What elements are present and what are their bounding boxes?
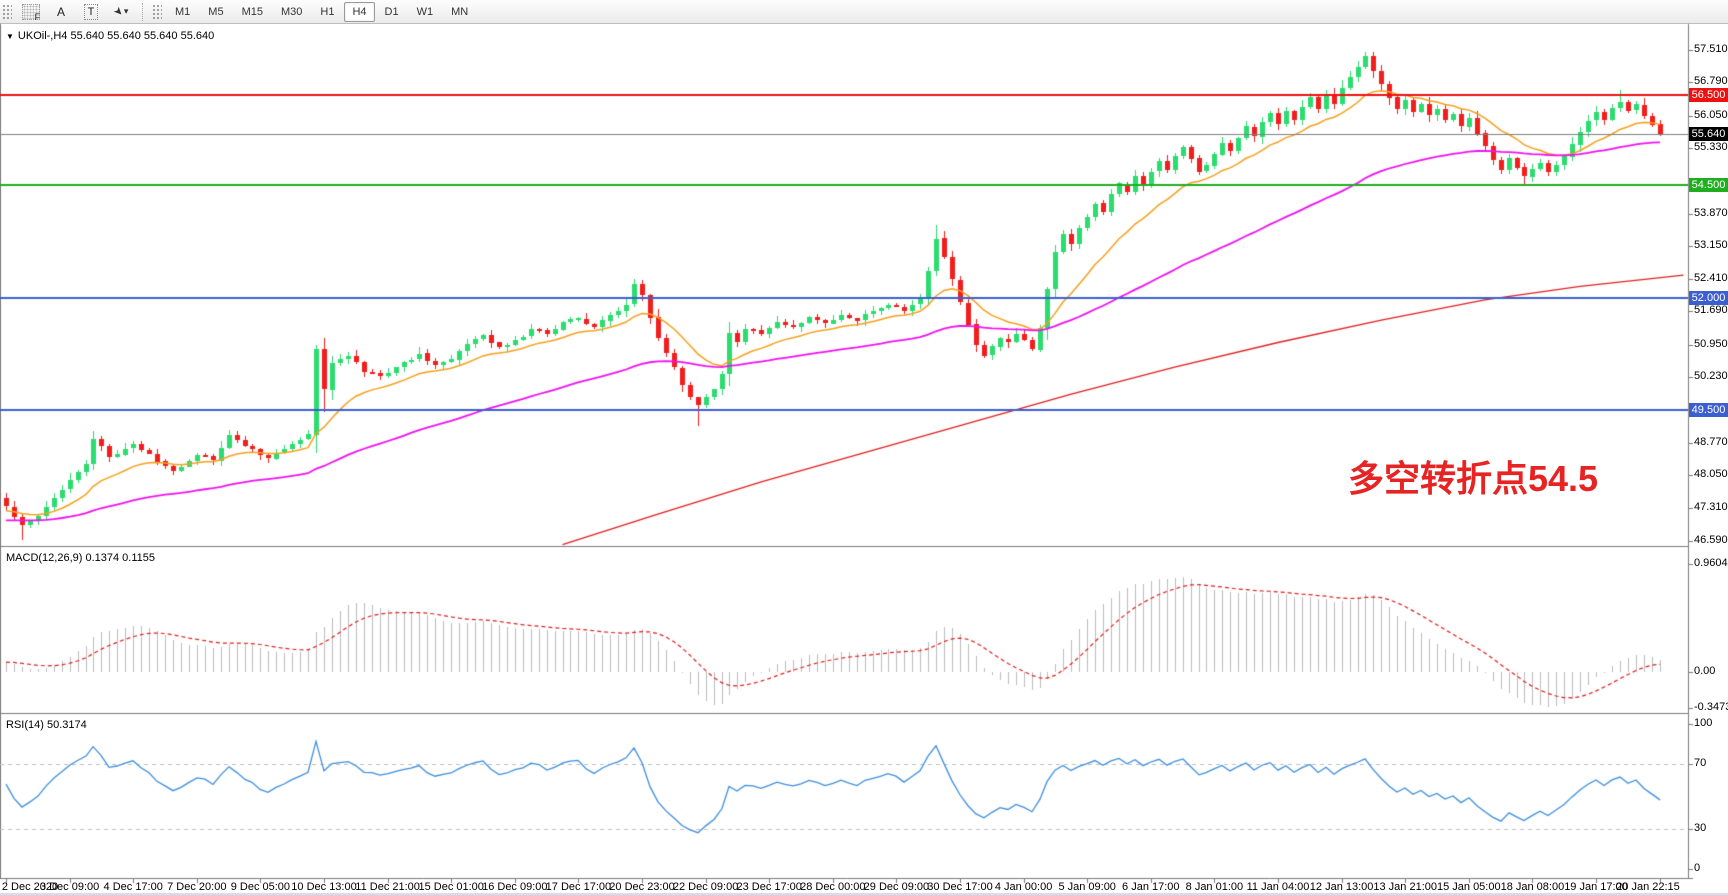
price-axis-label: 50.230	[1694, 370, 1728, 383]
rsi-axis-label: 70	[1694, 756, 1707, 769]
price-axis-label: 57.510	[1694, 43, 1728, 55]
window-edge	[0, 893, 1728, 895]
time-axis-label: 5 Jan 09:00	[1058, 881, 1116, 893]
macd-axis-label: 0.00	[1694, 665, 1716, 677]
price-axis-label: 52.410	[1694, 272, 1728, 285]
price-axis-label: 53.870	[1694, 206, 1728, 219]
time-axis-label: 7 Dec 20:00	[167, 881, 227, 893]
rsi-axis-label: 100	[1694, 717, 1713, 729]
symbol-title[interactable]: ▼ UKOil-,H4 55.640 55.640 55.640 55.640	[6, 30, 214, 42]
time-axis-label: 8 Jan 01:00	[1185, 881, 1244, 893]
time-axis-label: 4 Jan 00:00	[994, 881, 1053, 893]
time-axis-label: 3 Dec 09:00	[39, 881, 100, 893]
time-axis-label: 23 Dec 17:00	[736, 881, 802, 893]
price-axis-label: 48.050	[1694, 468, 1728, 481]
chart-text-annotation[interactable]: 多空转折点54.5	[1348, 458, 1599, 499]
time-axis-label: 12 Jan 13:00	[1309, 881, 1374, 893]
time-axis-label: 20 Dec 23:00	[609, 881, 675, 893]
time-axis-label: 28 Dec 00:00	[800, 881, 866, 893]
time-axis-label: 30 Dec 17:00	[927, 881, 993, 893]
time-axis-label: 15 Dec 01:00	[418, 881, 484, 893]
macd-axis-label: 0.9604	[1694, 557, 1728, 570]
time-axis-label: 19 Jan 17:00	[1564, 881, 1628, 893]
time-axis-label: 15 Jan 05:00	[1436, 881, 1501, 893]
rsi-axis-label: 30	[1694, 822, 1707, 835]
symbol-title-text: UKOil-,H4 55.640 55.640 55.640 55.640	[17, 30, 215, 42]
macd-indicator-label: MACD(12,26,9) 0.1374 0.1155	[6, 552, 155, 564]
price-axis-label: 51.690	[1694, 304, 1728, 317]
time-axis-label: 11 Dec 21:00	[355, 881, 420, 893]
price-axis-label: 46.590	[1694, 533, 1728, 546]
price-axis-label: 53.150	[1694, 238, 1728, 251]
time-axis-label: 29 Dec 09:00	[863, 881, 930, 893]
hline-price-badge: 49.500	[1689, 402, 1728, 417]
rsi-axis-label: 0	[1694, 862, 1701, 874]
hline-price-badge: 54.500	[1689, 178, 1728, 193]
time-axis-label: 16 Dec 09:00	[482, 881, 548, 893]
time-axis-label: 10 Dec 13:00	[291, 881, 357, 893]
hline-price-badge: 52.000	[1689, 290, 1728, 305]
time-axis-label: 18 Jan 08:00	[1500, 881, 1565, 893]
time-axis-label: 17 Dec 17:00	[545, 881, 612, 893]
price-axis-label: 56.050	[1694, 108, 1728, 121]
time-axis-label: 11 Jan 04:00	[1246, 881, 1310, 893]
time-axis-label: 6 Jan 17:00	[1122, 881, 1180, 893]
price-axis-label: 56.790	[1694, 75, 1728, 88]
macd-axis-label: -0.3473	[1694, 701, 1728, 713]
symbol-dropdown-icon[interactable]: ▼	[6, 31, 14, 41]
rsi-indicator-label: RSI(14) 50.3174	[6, 719, 87, 731]
time-axis-label: 9 Dec 05:00	[230, 881, 291, 893]
time-axis-label: 20 Jan 22:15	[1616, 881, 1680, 893]
price-axis-label: 47.310	[1694, 501, 1728, 514]
price-axis-label: 50.950	[1694, 337, 1728, 350]
price-axis-label: 48.770	[1694, 435, 1728, 448]
hline-price-badge: 56.500	[1689, 88, 1728, 103]
time-axis-label: 22 Dec 09:00	[672, 881, 739, 893]
time-axis-label: 2 Dec 2020	[1, 881, 59, 893]
time-axis-label: 4 Dec 17:00	[103, 881, 163, 893]
current-price-badge: 55.640	[1689, 127, 1728, 142]
time-axis-label: 13 Jan 21:00	[1373, 881, 1437, 893]
price-axis-label: 55.330	[1694, 140, 1728, 153]
